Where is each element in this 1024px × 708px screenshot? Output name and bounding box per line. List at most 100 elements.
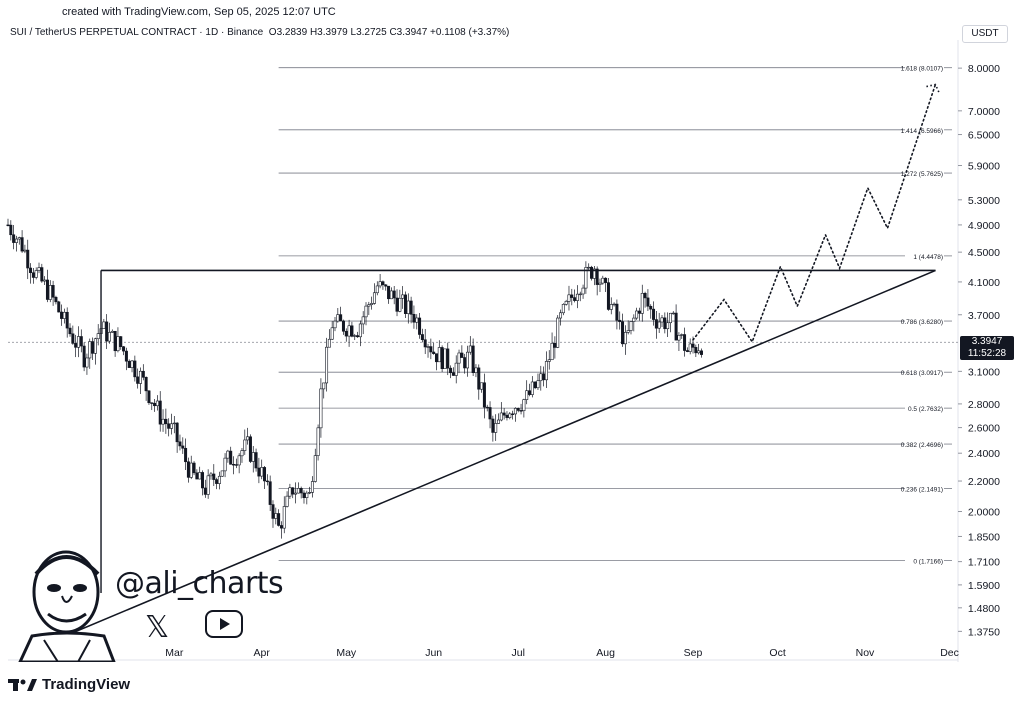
candle-body (268, 481, 272, 505)
candle-body (437, 347, 441, 363)
candle-body (519, 410, 523, 412)
candle-body (296, 488, 300, 494)
candle-body (457, 352, 461, 364)
candle-body (508, 413, 512, 418)
candle-body (370, 303, 374, 305)
last-price-badge: 3.3947 11:52:28 (960, 336, 1014, 360)
candle-body (536, 380, 540, 389)
candle-body (663, 317, 667, 330)
fib-level-label: 1.414 (6.5966) (901, 128, 943, 135)
candle-body (606, 282, 610, 310)
candle-body (31, 272, 35, 278)
candle-body (595, 268, 599, 285)
candle-body (93, 338, 97, 354)
candle-body (155, 400, 159, 407)
candle-body (20, 237, 24, 252)
candle-body (542, 373, 546, 381)
candle-body (294, 492, 298, 495)
candle-body (511, 413, 515, 415)
x-logo-icon: 𝕏 (145, 610, 170, 645)
y-tick-label: 1.7100 (968, 557, 1000, 569)
candle-body (79, 336, 83, 347)
candle-body (449, 367, 453, 374)
candle-body (232, 463, 236, 466)
fib-level-label: 1.618 (8.0107) (901, 66, 943, 73)
candle-body (516, 408, 520, 411)
candle-body (691, 343, 695, 348)
candle-body (215, 479, 219, 484)
candle-body (406, 300, 410, 314)
candle-body (189, 462, 193, 478)
brand-name: TradingView (42, 676, 131, 693)
candle-body (497, 419, 501, 424)
candle-body (426, 346, 430, 348)
candle-body (584, 267, 588, 289)
candle-body (65, 311, 69, 329)
candle-body (45, 279, 49, 300)
candle-body (161, 418, 165, 425)
candle-body (119, 336, 123, 347)
candle-body (488, 407, 492, 420)
candle-body (637, 310, 641, 314)
candle-body (257, 467, 261, 477)
candle-body (237, 455, 241, 466)
candle-body (646, 297, 650, 307)
candle-body (694, 347, 698, 354)
candle-body (446, 348, 450, 369)
candle-body (60, 311, 64, 319)
candle-body (246, 436, 250, 441)
candle-body (367, 304, 371, 307)
candle-body (322, 382, 326, 390)
candle-body (172, 422, 176, 425)
candle-body (612, 303, 616, 306)
candle-body (96, 333, 100, 340)
x-tick-label: Dec (940, 647, 959, 659)
y-tick-label: 1.5900 (968, 580, 1000, 592)
tradingview-logo[interactable]: TradingView (8, 676, 130, 693)
symbol-name[interactable]: SUI / TetherUS PERPETUAL CONTRACT · 1D ·… (10, 27, 264, 38)
y-tick-label: 1.4800 (968, 603, 1000, 615)
candle-body (443, 348, 447, 370)
candle-body (350, 325, 354, 337)
candle-body (116, 336, 120, 352)
candle-body (40, 267, 44, 282)
symbol-info: SUI / TetherUS PERPETUAL CONTRACT · 1D ·… (10, 27, 509, 38)
x-tick-label: Apr (254, 647, 271, 659)
candle-body (640, 292, 644, 314)
candle-body (666, 322, 670, 330)
fib-level-label: 0.236 (2.1491) (901, 487, 943, 494)
candle-body (491, 418, 495, 433)
x-tick-label: May (336, 647, 357, 659)
bar-countdown: 11:52:28 (967, 348, 1007, 359)
x-tick-label: Oct (769, 647, 785, 659)
candle-body (344, 330, 348, 337)
fib-level-label: 0.5 (2.7632) (908, 406, 943, 413)
candle-body (685, 350, 689, 352)
candle-body (412, 313, 416, 323)
candle-body (274, 513, 278, 519)
ohlc-values: O3.2839 H3.3979 L3.2725 C3.3947 +0.1108 … (268, 27, 510, 38)
candle-body (226, 450, 230, 459)
candle-body (341, 320, 345, 332)
y-tick-label: 2.0000 (968, 507, 1000, 519)
candle-body (291, 487, 295, 495)
candle-body (124, 350, 128, 362)
y-tick-label: 8.0000 (968, 63, 1000, 75)
candle-body (420, 334, 424, 341)
candle-body (12, 234, 16, 243)
candle-body (209, 473, 213, 477)
currency-button[interactable]: USDT (962, 25, 1008, 43)
candle-body (629, 321, 633, 331)
candle-body (480, 382, 484, 390)
candle-body (567, 294, 571, 302)
candle-body (217, 475, 221, 484)
candle-body (105, 321, 109, 342)
candle-body (34, 270, 38, 278)
candle-body (54, 296, 58, 303)
youtube-icon (205, 610, 243, 638)
candle-body (356, 335, 360, 338)
support-trendline (33, 269, 936, 651)
candle-body (9, 224, 13, 236)
candle-body (505, 414, 509, 418)
